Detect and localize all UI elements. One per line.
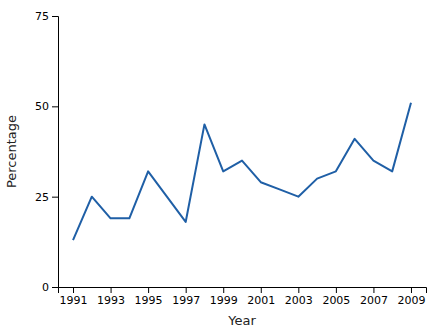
x-tick-label: 1991 [60, 294, 88, 307]
x-tick-label: 2003 [285, 294, 313, 307]
y-tick-mark [52, 16, 58, 17]
y-tick-label: 0 [42, 281, 49, 294]
line [73, 103, 411, 240]
x-tick: 2005 [322, 287, 350, 307]
y-tick-label: 50 [35, 100, 49, 113]
x-tick-mark [373, 287, 374, 293]
x-tick-mark [186, 287, 187, 293]
y-tick-mark [52, 287, 58, 288]
x-tick-mark [298, 287, 299, 293]
x-tick-label: 1999 [210, 294, 238, 307]
x-tick-label: 2009 [397, 294, 425, 307]
chart: 1991 1993 1995 1997 1999 2001 2003 2005 2007 2009… [0, 0, 444, 333]
marks [73, 103, 411, 240]
y-tick: 75 [35, 10, 58, 23]
x-tick-mark [261, 287, 262, 293]
y-tick-mark [52, 197, 58, 198]
x-tick-label: 2001 [247, 294, 275, 307]
y-axis: 0 25 50 75 [35, 10, 59, 294]
x-tick-label: 1993 [97, 294, 125, 307]
x-tick: 2007 [360, 287, 388, 307]
y-tick: 0 [42, 281, 58, 294]
y-axis-line [52, 17, 59, 288]
x-tick-label: 2007 [360, 294, 388, 307]
x-tick: 1995 [135, 287, 163, 307]
x-tick: 1993 [97, 287, 125, 307]
y-tick-label: 25 [35, 191, 49, 204]
x-tick-mark [411, 287, 412, 293]
x-tick-label: 2005 [322, 294, 350, 307]
x-tick: 1999 [210, 287, 238, 307]
x-tick: 2009 [397, 287, 425, 307]
x-tick-mark [223, 287, 224, 293]
y-tick: 50 [35, 100, 58, 113]
x-tick-label: 1997 [172, 294, 200, 307]
x-tick-mark [73, 287, 74, 293]
x-axis-title: Year [227, 313, 256, 328]
x-tick: 2001 [247, 287, 275, 307]
x-tick-mark [148, 287, 149, 293]
y-tick: 25 [35, 191, 58, 204]
y-tick-mark [52, 106, 58, 107]
x-tick: 1997 [172, 287, 200, 307]
y-axis-title: Percentage [4, 115, 19, 188]
x-axis-line [59, 288, 427, 294]
x-tick-mark [336, 287, 337, 293]
x-tick: 1991 [60, 287, 88, 307]
plot-area: 1991 1993 1995 1997 1999 2001 2003 2005 2007 2009… [35, 10, 427, 307]
x-axis: 1991 1993 1995 1997 1999 2001 2003 2005 2007 2009 [59, 287, 427, 307]
y-tick-label: 75 [35, 10, 49, 23]
x-tick: 2003 [285, 287, 313, 307]
x-tick-label: 1995 [135, 294, 163, 307]
x-tick-mark [111, 287, 112, 293]
